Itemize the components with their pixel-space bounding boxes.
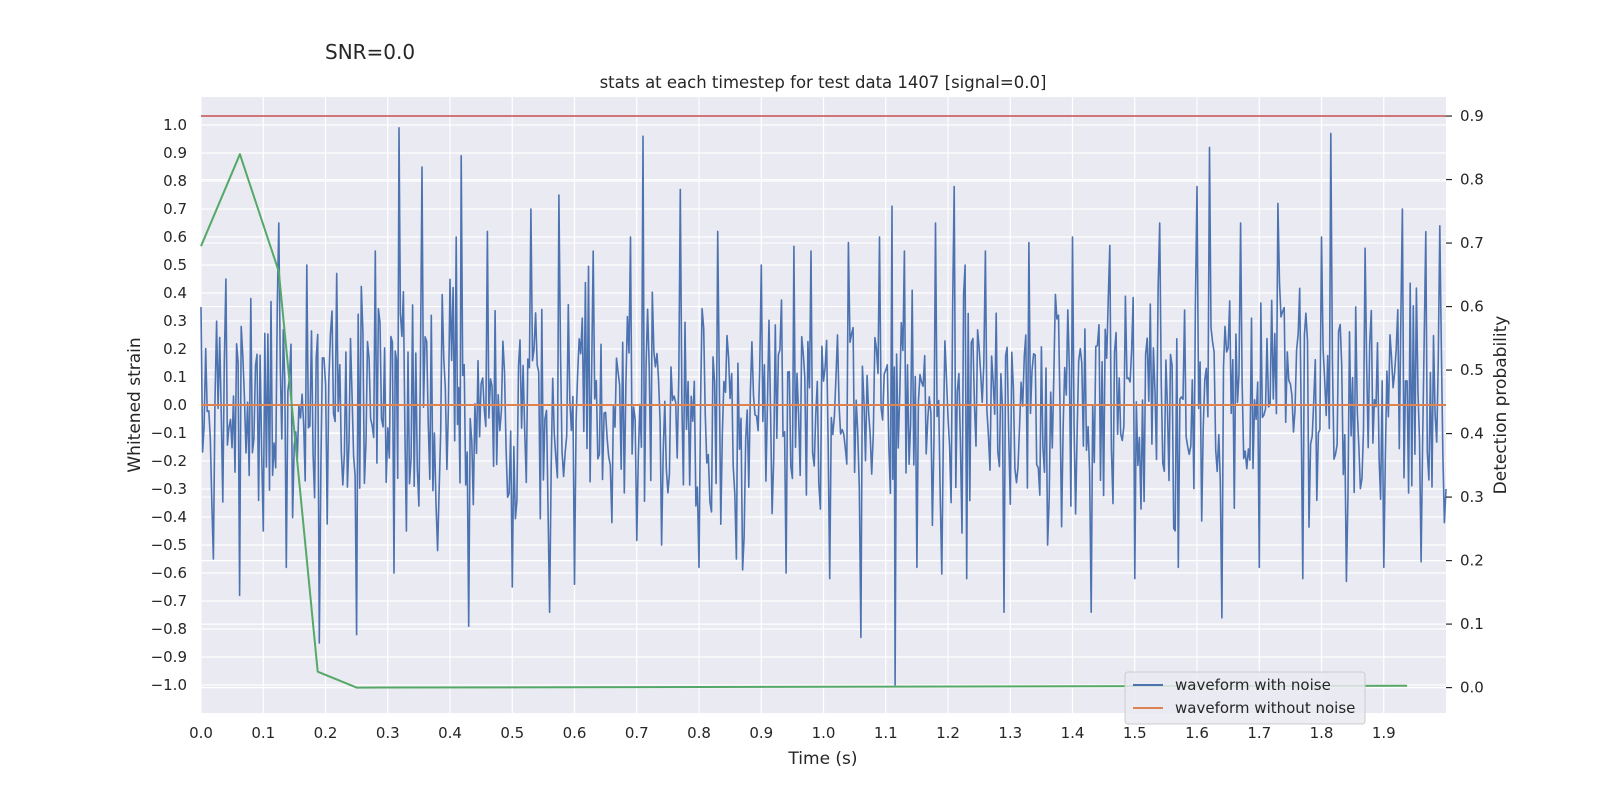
x-tick-label: 1.1	[874, 724, 898, 742]
x-tick-label: 1.5	[1123, 724, 1147, 742]
y-tick-label: −0.4	[151, 508, 187, 526]
legend-box	[1124, 671, 1366, 725]
y-right-tick-label: 0.7	[1460, 234, 1484, 252]
x-tick-label: 0.3	[376, 724, 400, 742]
chart-title: stats at each timestep for test data 140…	[600, 73, 1047, 92]
y-tick-label: −0.5	[151, 536, 187, 554]
legend: waveform with noise waveform without noi…	[1124, 671, 1366, 725]
x-tick-label: 0.0	[189, 724, 213, 742]
y-tick-label: 0.4	[163, 284, 187, 302]
legend-label-noise: waveform with noise	[1175, 676, 1331, 694]
y-tick-label: 0.0	[163, 396, 187, 414]
x-tick-label: 1.0	[812, 724, 836, 742]
y-right-tick-label: 0.2	[1460, 552, 1484, 570]
y-tick-label: 0.9	[163, 144, 187, 162]
x-tick-label: 0.6	[563, 724, 587, 742]
y-tick-label: 0.6	[163, 228, 187, 246]
y-tick-label: −0.2	[151, 452, 187, 470]
y-right-tick-label: 0.6	[1460, 298, 1484, 316]
y-tick-label: −0.8	[151, 620, 187, 638]
x-tick-label: 1.8	[1310, 724, 1334, 742]
y-tick-label: 1.0	[163, 116, 187, 134]
x-tick-label: 0.7	[625, 724, 649, 742]
x-tick-label: 0.4	[438, 724, 462, 742]
y-tick-labels: 1.0 0.9 0.8 0.7 0.6 0.5 0.4 0.3 0.2 0.1 0.0 −0.1 −0.…	[151, 116, 187, 694]
y-tick-label: 0.7	[163, 200, 187, 218]
snr-suptitle: SNR=0.0	[325, 40, 416, 64]
x-tick-label: 1.2	[936, 724, 960, 742]
series-layer	[200, 115, 1447, 689]
y-tick-label: 0.8	[163, 172, 187, 190]
x-tick-label: 1.9	[1372, 724, 1396, 742]
y-right-axis-label: Detection probability	[1491, 316, 1511, 495]
y-right-tick-label: 0.8	[1460, 171, 1484, 189]
y-tick-label: −0.7	[151, 592, 187, 610]
x-tick-label: 0.9	[749, 724, 773, 742]
series-waveform-with-noise	[200, 127, 1447, 686]
y-right-tick-label: 0.5	[1460, 361, 1484, 379]
x-tick-label: 0.8	[687, 724, 711, 742]
y-tick-label: −0.3	[151, 480, 187, 498]
x-tick-label: 1.3	[998, 724, 1022, 742]
y-tick-label: 0.5	[163, 256, 187, 274]
x-tick-label: 0.1	[251, 724, 275, 742]
y-right-tick-label: 0.1	[1460, 615, 1484, 633]
y-tick-label: 0.1	[163, 368, 187, 386]
y-tick-label: −1.0	[151, 676, 187, 694]
y-right-tick-label: 0.3	[1460, 488, 1484, 506]
x-tick-label: 1.7	[1247, 724, 1271, 742]
y-axis-label: Whitened strain	[125, 337, 145, 472]
x-tick-label: 0.5	[500, 724, 524, 742]
x-tick-label: 0.2	[314, 724, 338, 742]
x-axis-label: Time (s)	[787, 749, 857, 769]
x-tick-label: 1.4	[1061, 724, 1085, 742]
y-tick-label: −0.9	[151, 648, 187, 666]
y-right-tick-label: 0.9	[1460, 107, 1484, 125]
legend-label-clean: waveform without noise	[1175, 699, 1355, 717]
y-tick-label: −0.1	[151, 424, 187, 442]
y-tick-label: −0.6	[151, 564, 187, 582]
y-right-tick-label: 0.0	[1460, 679, 1484, 697]
x-tick-labels: 0.0 0.1 0.2 0.3 0.4 0.5 0.6 0.7 0.8 0.9 1.0 1.1 1.2 1…	[189, 724, 1396, 742]
x-tick-label: 1.6	[1185, 724, 1209, 742]
y-right-tick-labels: 0.9 0.8 0.7 0.6 0.5 0.4 0.3 0.2 0.1 0.0	[1446, 107, 1484, 697]
y-right-tick-label: 0.4	[1460, 425, 1484, 443]
y-tick-label: 0.2	[163, 340, 187, 358]
y-tick-label: 0.3	[163, 312, 187, 330]
series-detection-probability	[200, 153, 1408, 689]
